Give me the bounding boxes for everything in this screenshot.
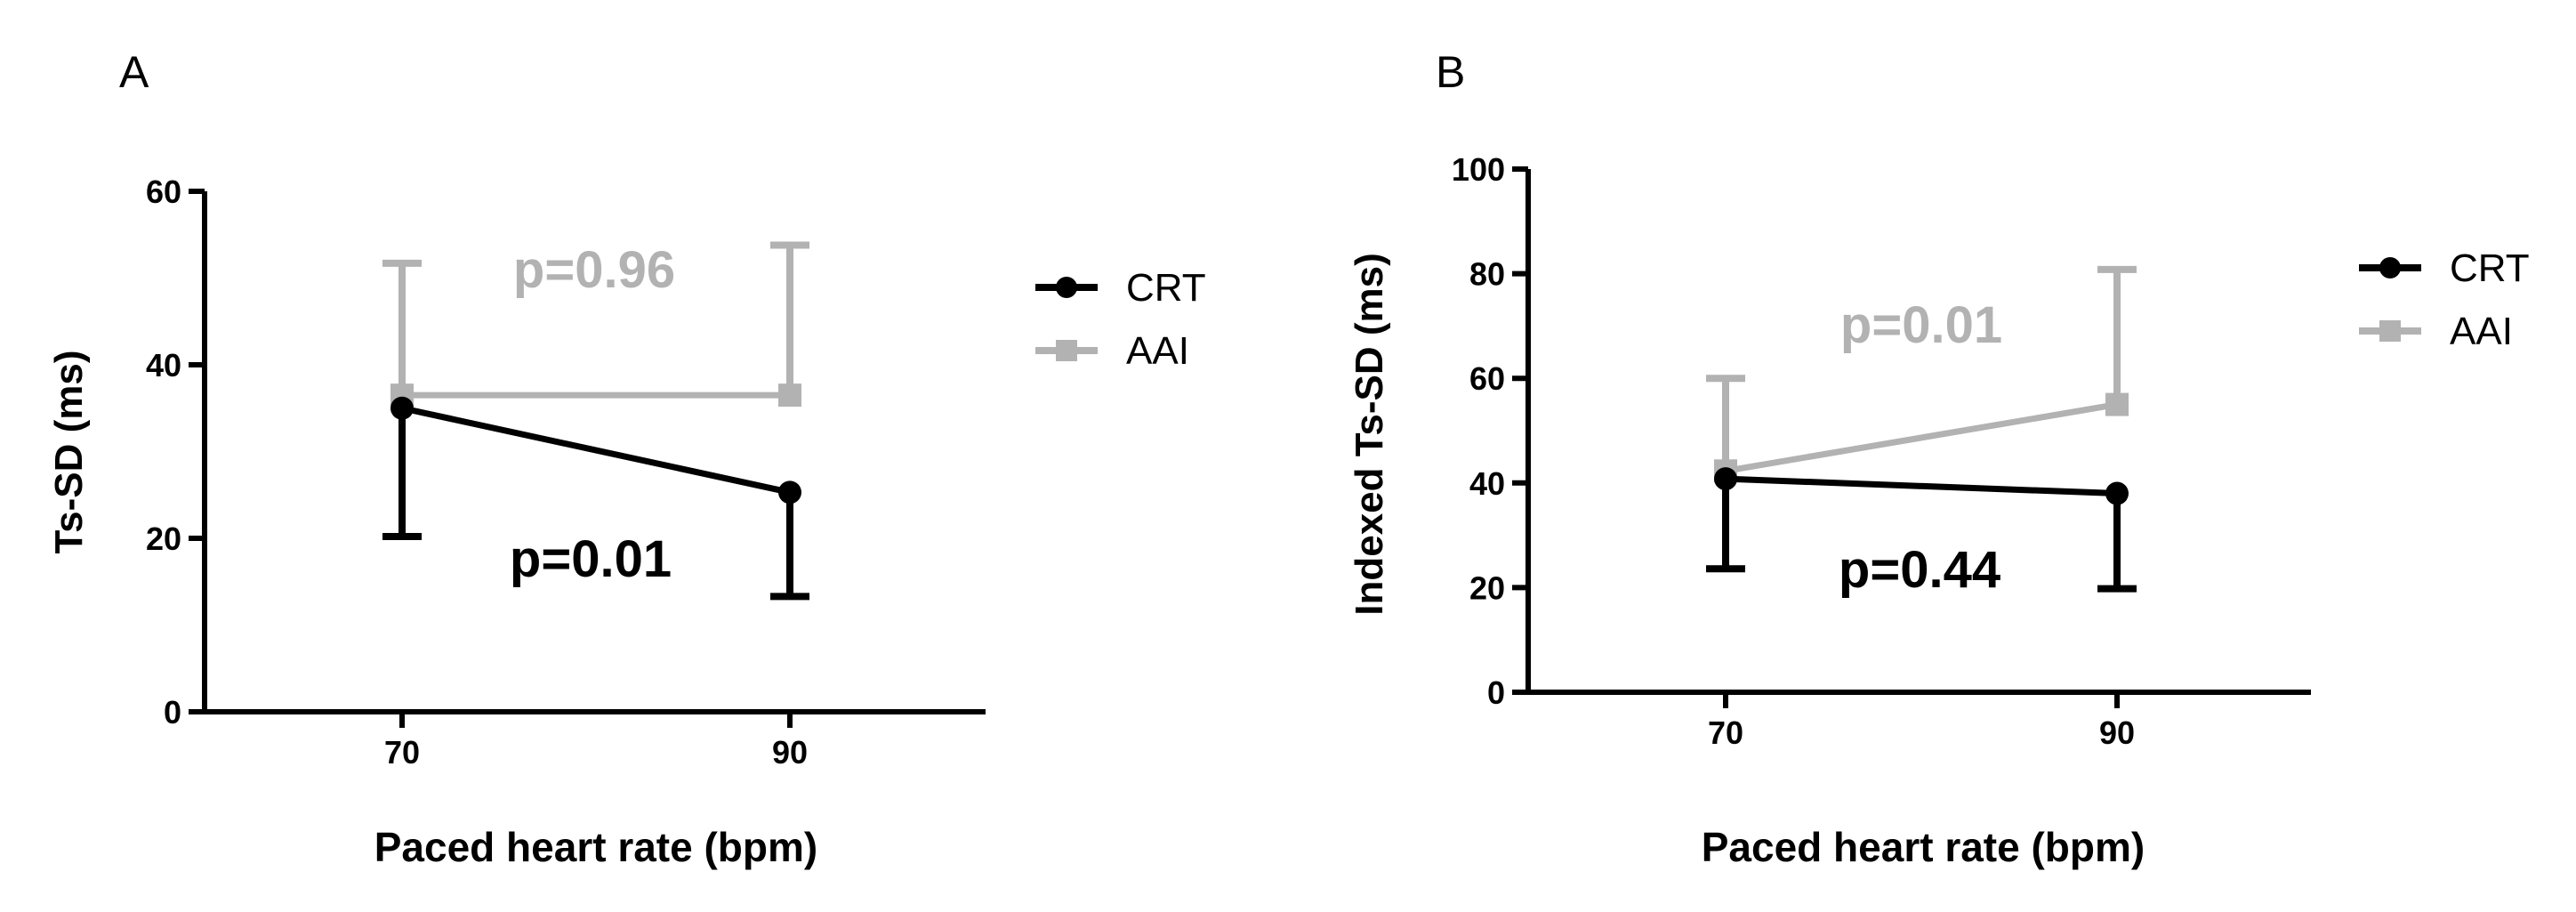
panel-b-x-axis-label: Paced heart rate (bpm) <box>1702 824 2145 870</box>
panel-a-legend: CRT AAI <box>1035 266 1206 373</box>
panel-a-aai-p-value: p=0.96 <box>513 241 675 299</box>
panel-a-crt-line <box>401 405 791 496</box>
legend-crt-label: CRT <box>1126 266 1206 310</box>
panel-a-x-tick-label: 90 <box>772 734 808 771</box>
panel-a-crt-point <box>390 396 414 420</box>
panel-b-aai-point <box>2105 392 2129 416</box>
panel-a-y-tick-label: 40 <box>146 347 181 383</box>
panel-b-crt-point <box>1714 467 1737 491</box>
panel-b: B 0 20 40 60 80 100 70 90 Indexed Ts-SD (ms) Pa… <box>1348 47 2530 870</box>
legend-item-aai: AAI <box>1035 329 1189 373</box>
panel-a-y-axis-label: Ts-SD (ms) <box>47 351 91 554</box>
panel-b-crt-line <box>1725 475 2118 497</box>
panel-a-y-tick-label: 0 <box>164 694 181 730</box>
panel-a: A 0 20 40 60 70 90 Ts-SD (ms) Paced heart rat… <box>47 47 1206 870</box>
panel-a-x-axis-label: Paced heart rate (bpm) <box>374 824 817 870</box>
panel-b-letter: B <box>1436 47 1465 97</box>
panel-a-y-tick-label: 60 <box>146 174 181 210</box>
panel-a-plot: 0 20 40 60 70 90 <box>146 174 986 771</box>
panel-b-y-tick-label: 0 <box>1487 674 1505 711</box>
panel-a-crt-point <box>778 480 801 504</box>
legend-aai-marker <box>1056 340 1077 361</box>
legend-aai-marker <box>2379 320 2401 342</box>
panel-a-y-tick-label: 20 <box>146 521 181 557</box>
panel-b-y-axis-label: Indexed Ts-SD (ms) <box>1348 253 1391 615</box>
panel-a-letter: A <box>119 47 149 97</box>
panel-b-aai-line <box>1725 401 2118 474</box>
legend-item-aai: AAI <box>2359 310 2513 353</box>
panel-b-y-tick-label: 80 <box>1469 256 1505 293</box>
panel-b-y-tick-label: 100 <box>1452 151 1505 188</box>
legend-aai-label: AAI <box>2450 310 2513 353</box>
panel-b-x-tick-label: 70 <box>1708 714 1743 751</box>
legend-item-crt: CRT <box>2359 246 2530 290</box>
panel-b-y-tick-label: 20 <box>1469 569 1505 606</box>
panel-b-y-tick-label: 40 <box>1469 465 1505 502</box>
panel-b-aai-p-value: p=0.01 <box>1840 296 2002 354</box>
panel-b-x-tick-label: 90 <box>2099 714 2135 751</box>
panel-a-x-tick-label: 70 <box>384 734 420 771</box>
panel-b-y-tick-label: 60 <box>1469 360 1505 397</box>
legend-item-crt: CRT <box>1035 266 1206 310</box>
panel-b-plot: 0 20 40 60 80 100 70 90 <box>1452 151 2311 751</box>
panel-b-legend: CRT AAI <box>2359 246 2530 353</box>
panel-b-crt-point <box>2105 481 2129 505</box>
panel-a-crt-p-value: p=0.01 <box>510 530 672 588</box>
legend-crt-marker <box>1056 277 1077 298</box>
legend-aai-label: AAI <box>1126 329 1189 373</box>
legend-crt-marker <box>2379 257 2401 278</box>
legend-crt-label: CRT <box>2450 246 2530 290</box>
panel-b-crt-p-value: p=0.44 <box>1839 541 2000 599</box>
panel-a-aai-point <box>778 383 801 408</box>
